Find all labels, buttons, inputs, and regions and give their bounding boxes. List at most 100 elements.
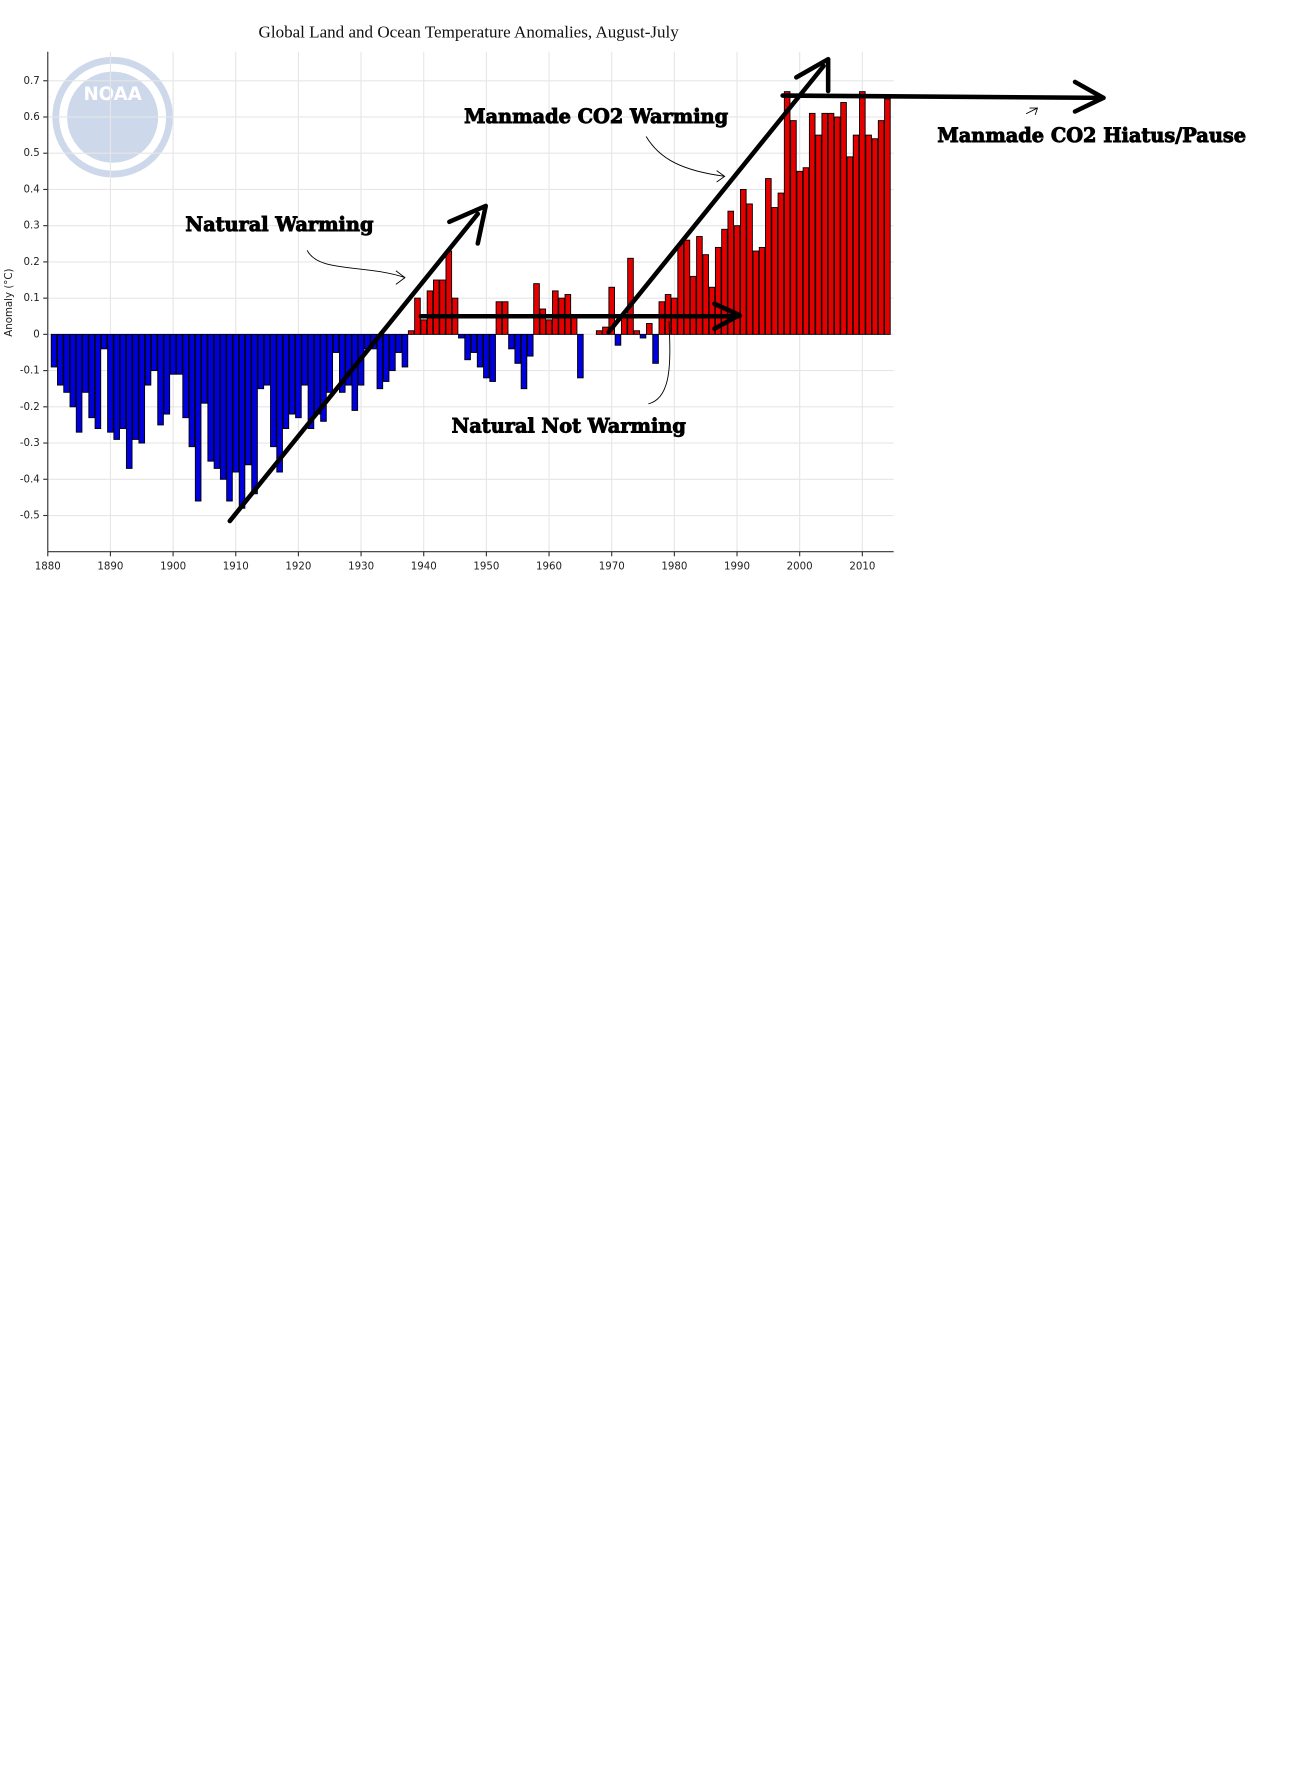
bar xyxy=(702,254,709,335)
bar xyxy=(351,333,359,411)
bar xyxy=(790,120,797,335)
y-tick-label: 0.6 xyxy=(24,112,40,123)
bar xyxy=(75,333,83,433)
bar xyxy=(169,333,177,375)
x-tick-label: 1990 xyxy=(724,562,750,573)
y-tick-label: 0.1 xyxy=(24,293,40,304)
bar xyxy=(107,333,114,433)
arrow xyxy=(606,63,826,335)
bar xyxy=(834,116,841,335)
bar xyxy=(733,225,741,335)
bar xyxy=(182,333,189,419)
bar xyxy=(125,333,133,469)
bar xyxy=(213,333,221,469)
bar xyxy=(82,333,89,393)
bar xyxy=(871,138,879,335)
bar xyxy=(633,330,641,335)
bar xyxy=(57,333,64,386)
y-tick-label: 0.3 xyxy=(24,221,40,232)
bar xyxy=(808,112,816,335)
bar xyxy=(552,290,559,335)
bar xyxy=(765,178,772,335)
x-tick-label: 1910 xyxy=(223,562,249,573)
bar xyxy=(614,333,622,346)
bar xyxy=(884,98,891,335)
x-tick-label: 1950 xyxy=(473,562,499,573)
bar xyxy=(877,120,885,335)
bar xyxy=(445,250,453,335)
bar xyxy=(771,207,778,335)
bar xyxy=(69,333,77,408)
bar xyxy=(727,210,735,335)
bar xyxy=(382,333,390,382)
bar xyxy=(458,333,465,339)
bar xyxy=(176,333,183,375)
y-tick-label: -0.4 xyxy=(20,474,40,485)
bar xyxy=(270,333,277,448)
bar xyxy=(570,315,578,335)
bar xyxy=(708,286,716,335)
bar xyxy=(840,102,847,335)
bar xyxy=(326,333,334,393)
bar xyxy=(401,333,409,368)
bar xyxy=(489,333,496,382)
pointer xyxy=(648,320,671,405)
y-axis-label: Anomaly (°C) xyxy=(4,268,15,336)
x-tick-label: 1940 xyxy=(411,562,437,573)
bar xyxy=(407,330,415,335)
bar xyxy=(88,333,95,419)
bar xyxy=(815,134,822,335)
bar xyxy=(50,333,58,368)
bar xyxy=(646,323,653,335)
arrow xyxy=(780,93,1106,101)
bar xyxy=(652,333,659,364)
bar xyxy=(859,91,866,335)
y-tick-label: 0.2 xyxy=(24,257,40,268)
bar xyxy=(232,333,240,473)
bar xyxy=(746,203,753,335)
annotation: Natural Warming xyxy=(185,213,374,236)
bar xyxy=(320,333,327,422)
pointer xyxy=(1025,107,1039,116)
bar xyxy=(677,243,684,335)
y-tick-label: -0.3 xyxy=(20,438,40,449)
x-tick-label: 1930 xyxy=(348,562,374,573)
bar xyxy=(132,333,139,440)
arrow-head xyxy=(1072,79,1106,114)
arrow-head xyxy=(447,203,489,246)
x-tick-label: 1900 xyxy=(160,562,186,573)
bar xyxy=(263,333,271,386)
bar xyxy=(163,333,171,415)
bar xyxy=(752,250,760,335)
bar xyxy=(295,333,302,419)
x-tick-label: 1980 xyxy=(661,562,687,573)
bar xyxy=(389,333,396,372)
bar xyxy=(608,286,615,335)
bar xyxy=(219,333,227,480)
bar xyxy=(689,275,697,335)
bar xyxy=(395,333,402,353)
bar xyxy=(639,333,647,339)
plot-area: -0.5 -0.4 -0.3 -0.2 -0.1 0 0.1 0.2 0.3 0.4 0.5 0.6 0… xyxy=(20,51,894,573)
annotation: Manmade CO2 Hiatus/Pause xyxy=(937,124,1246,147)
x-tick-label: 1960 xyxy=(536,562,562,573)
bar xyxy=(783,91,791,335)
x-tick-label: 2000 xyxy=(787,562,813,573)
y-tick-label: 0.5 xyxy=(24,148,40,159)
bar xyxy=(188,333,196,448)
bar xyxy=(476,333,484,368)
bar xyxy=(307,333,315,430)
bar xyxy=(207,333,214,462)
chart-title: Global Land and Ocean Temperature Anomal… xyxy=(259,23,680,42)
bar xyxy=(119,333,127,430)
bar xyxy=(288,333,296,415)
arrow-head xyxy=(794,56,831,94)
y-tick-label: -0.2 xyxy=(20,402,40,413)
x-tick-label: 1890 xyxy=(97,562,123,573)
bar xyxy=(276,333,283,473)
bar xyxy=(796,170,803,335)
bar xyxy=(257,333,265,390)
bar xyxy=(420,319,428,335)
bar xyxy=(194,333,202,502)
